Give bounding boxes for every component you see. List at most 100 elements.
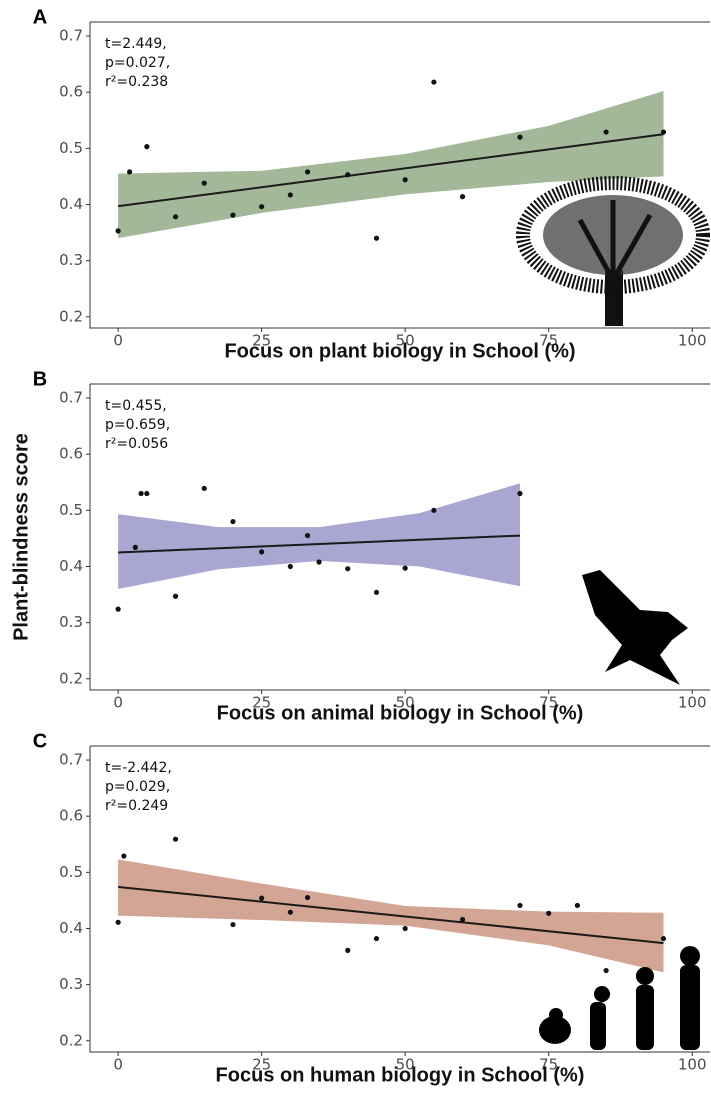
point	[201, 485, 207, 492]
y-tick-label: 0.3	[59, 251, 83, 269]
point	[517, 902, 523, 909]
point	[230, 518, 236, 525]
point	[304, 169, 311, 175]
point	[115, 228, 121, 234]
x-tick-label: 25	[252, 332, 271, 350]
y-tick-label: 0.4	[59, 195, 83, 213]
y-tick-label: 0.6	[59, 807, 83, 825]
point	[546, 910, 552, 916]
point	[287, 909, 293, 915]
y-tick-label: 0.6	[59, 83, 83, 101]
x-tick-label: 0	[113, 694, 123, 712]
point	[373, 235, 380, 241]
point	[287, 563, 293, 570]
point	[115, 919, 121, 925]
point	[517, 490, 523, 497]
y-tick-label: 0.4	[59, 557, 83, 575]
point	[316, 559, 322, 565]
x-tick-label: 0	[113, 332, 123, 350]
point	[402, 925, 408, 932]
point	[345, 566, 351, 572]
point	[431, 79, 437, 85]
point	[373, 935, 380, 942]
x-tick-label: 100	[678, 1056, 707, 1074]
x-tick-label: 75	[539, 332, 558, 350]
y-tick-label: 0.5	[59, 139, 83, 157]
y-tick-label: 0.5	[59, 501, 83, 519]
axis-frame	[89, 383, 710, 691]
stat-annotation: p=0.029,	[105, 779, 170, 795]
fit-line	[118, 534, 521, 554]
point	[201, 180, 207, 186]
point	[287, 192, 293, 198]
y-tick-label: 0.7	[59, 27, 83, 45]
confidence-band	[118, 91, 664, 239]
point	[304, 532, 311, 539]
y-tick-label: 0.2	[59, 307, 83, 325]
axis-frame	[89, 745, 710, 1053]
y-tick-label: 0.2	[59, 669, 83, 687]
x-axis-label: Focus on human biology in School (%)	[216, 1064, 585, 1086]
stat-annotation: t=-2.442,	[105, 760, 172, 776]
eagle-icon	[582, 570, 688, 685]
point	[144, 144, 150, 150]
y-tick-label: 0.3	[59, 975, 83, 993]
panel-label: B	[33, 368, 47, 390]
x-tick-label: 75	[539, 694, 558, 712]
point	[172, 593, 179, 599]
point	[259, 549, 265, 555]
point	[304, 894, 311, 901]
x-tick-label: 100	[678, 332, 707, 350]
point	[459, 916, 466, 923]
y-axis-label: Plant-blindness score	[10, 433, 32, 641]
x-tick-label: 50	[396, 1056, 415, 1074]
tree-icon	[516, 176, 710, 326]
y-tick-label: 0.5	[59, 863, 83, 881]
x-tick-label: 25	[252, 1056, 271, 1074]
x-tick-label: 50	[396, 332, 415, 350]
fit-line	[118, 885, 664, 945]
panel-label: A	[33, 6, 47, 28]
point	[259, 204, 265, 210]
human-evolution-icon	[539, 946, 700, 1050]
stat-annotation: r²=0.249	[105, 798, 168, 814]
y-tick-label: 0.7	[59, 751, 83, 769]
point	[402, 177, 408, 183]
x-axis-label: Focus on plant biology in School (%)	[224, 340, 575, 362]
panel: B 0.2 0.3 0.4 0.5 0.6 0.7 0 25 50 75 100 Focus on an…	[10, 368, 710, 724]
y-tick-label: 0.6	[59, 445, 83, 463]
y-tick-label: 0.2	[59, 1031, 83, 1049]
point	[230, 212, 236, 218]
point	[459, 194, 466, 200]
point	[603, 129, 609, 135]
x-axis-label: Focus on animal biology in School (%)	[217, 702, 584, 724]
point	[345, 172, 351, 178]
point	[660, 129, 667, 135]
stat-annotation: r²=0.238	[105, 74, 168, 90]
y-tick-label: 0.7	[59, 389, 83, 407]
panel-label: C	[33, 730, 47, 752]
point	[230, 921, 236, 928]
x-tick-label: 25	[252, 694, 271, 712]
x-tick-label: 0	[113, 1056, 123, 1074]
point	[172, 836, 179, 842]
point	[574, 902, 580, 909]
x-tick-label: 100	[678, 694, 707, 712]
point	[127, 169, 133, 175]
panel: C 0.2 0.3 0.4 0.5 0.6 0.7 0 25 50 75 100 Focus on hu…	[33, 730, 710, 1086]
point	[132, 544, 138, 550]
panel: A 0.2 0.3 0.4 0.5 0.6 0.7 0 25 50 75 100 Focus on pl…	[33, 6, 710, 362]
point	[603, 967, 609, 974]
point	[259, 895, 265, 901]
stat-annotation: p=0.027,	[105, 55, 170, 71]
point	[121, 853, 127, 859]
axis-frame	[89, 21, 710, 329]
point	[172, 214, 179, 220]
x-tick-label: 75	[539, 1056, 558, 1074]
stat-annotation: p=0.659,	[105, 417, 170, 433]
stat-annotation: t=0.455,	[105, 398, 167, 414]
stat-annotation: t=2.449,	[105, 36, 167, 52]
point	[138, 490, 144, 497]
point	[517, 134, 523, 140]
